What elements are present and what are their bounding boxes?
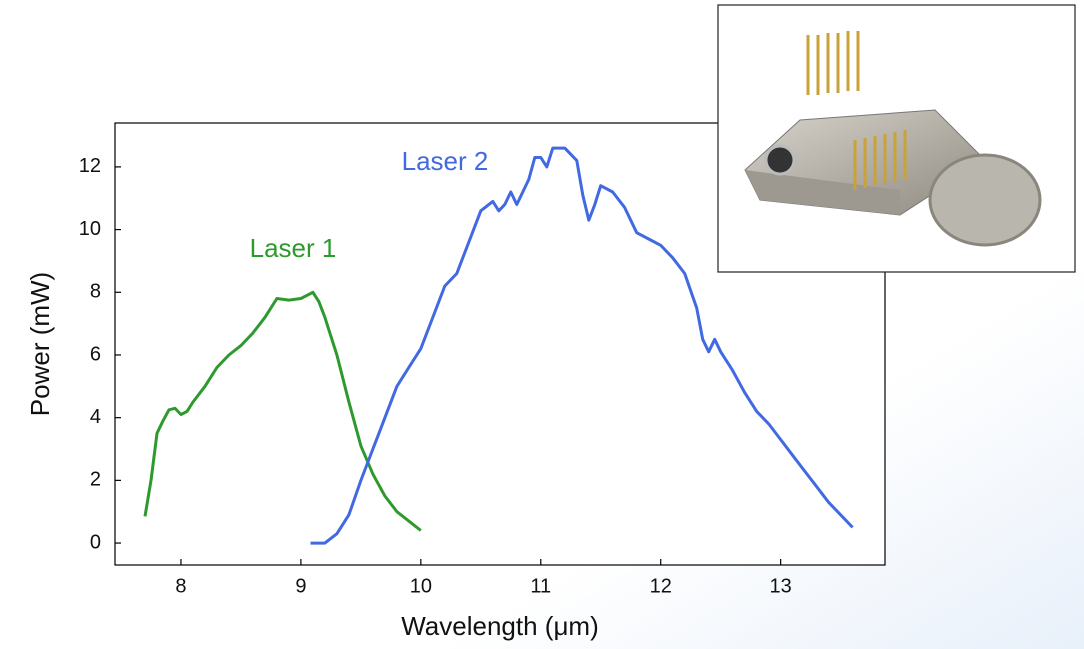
x-tick-label: 11 [530,575,551,597]
annotation: Laser 1 [250,233,337,263]
annotation: Laser 2 [402,146,489,176]
x-tick-label: 10 [410,575,432,597]
x-tick-label: 12 [650,575,672,597]
x-axis-label: Wavelength (μm) [401,611,599,641]
y-tick-label: 0 [90,531,101,553]
y-tick-label: 2 [90,469,101,491]
y-tick-label: 6 [90,343,101,365]
x-tick-label: 9 [295,575,306,597]
y-tick-label: 12 [79,155,101,177]
inset-photo [718,5,1075,272]
x-tick-label: 8 [175,575,186,597]
y-tick-label: 8 [90,281,101,303]
x-tick-label: 13 [770,575,792,597]
chart: Wavelength (μm) Power (mW) Laser 2 Laser… [0,0,1084,649]
y-tick-label: 10 [79,218,101,240]
y-tick-label: 4 [90,406,101,428]
y-axis-label: Power (mW) [25,272,55,416]
